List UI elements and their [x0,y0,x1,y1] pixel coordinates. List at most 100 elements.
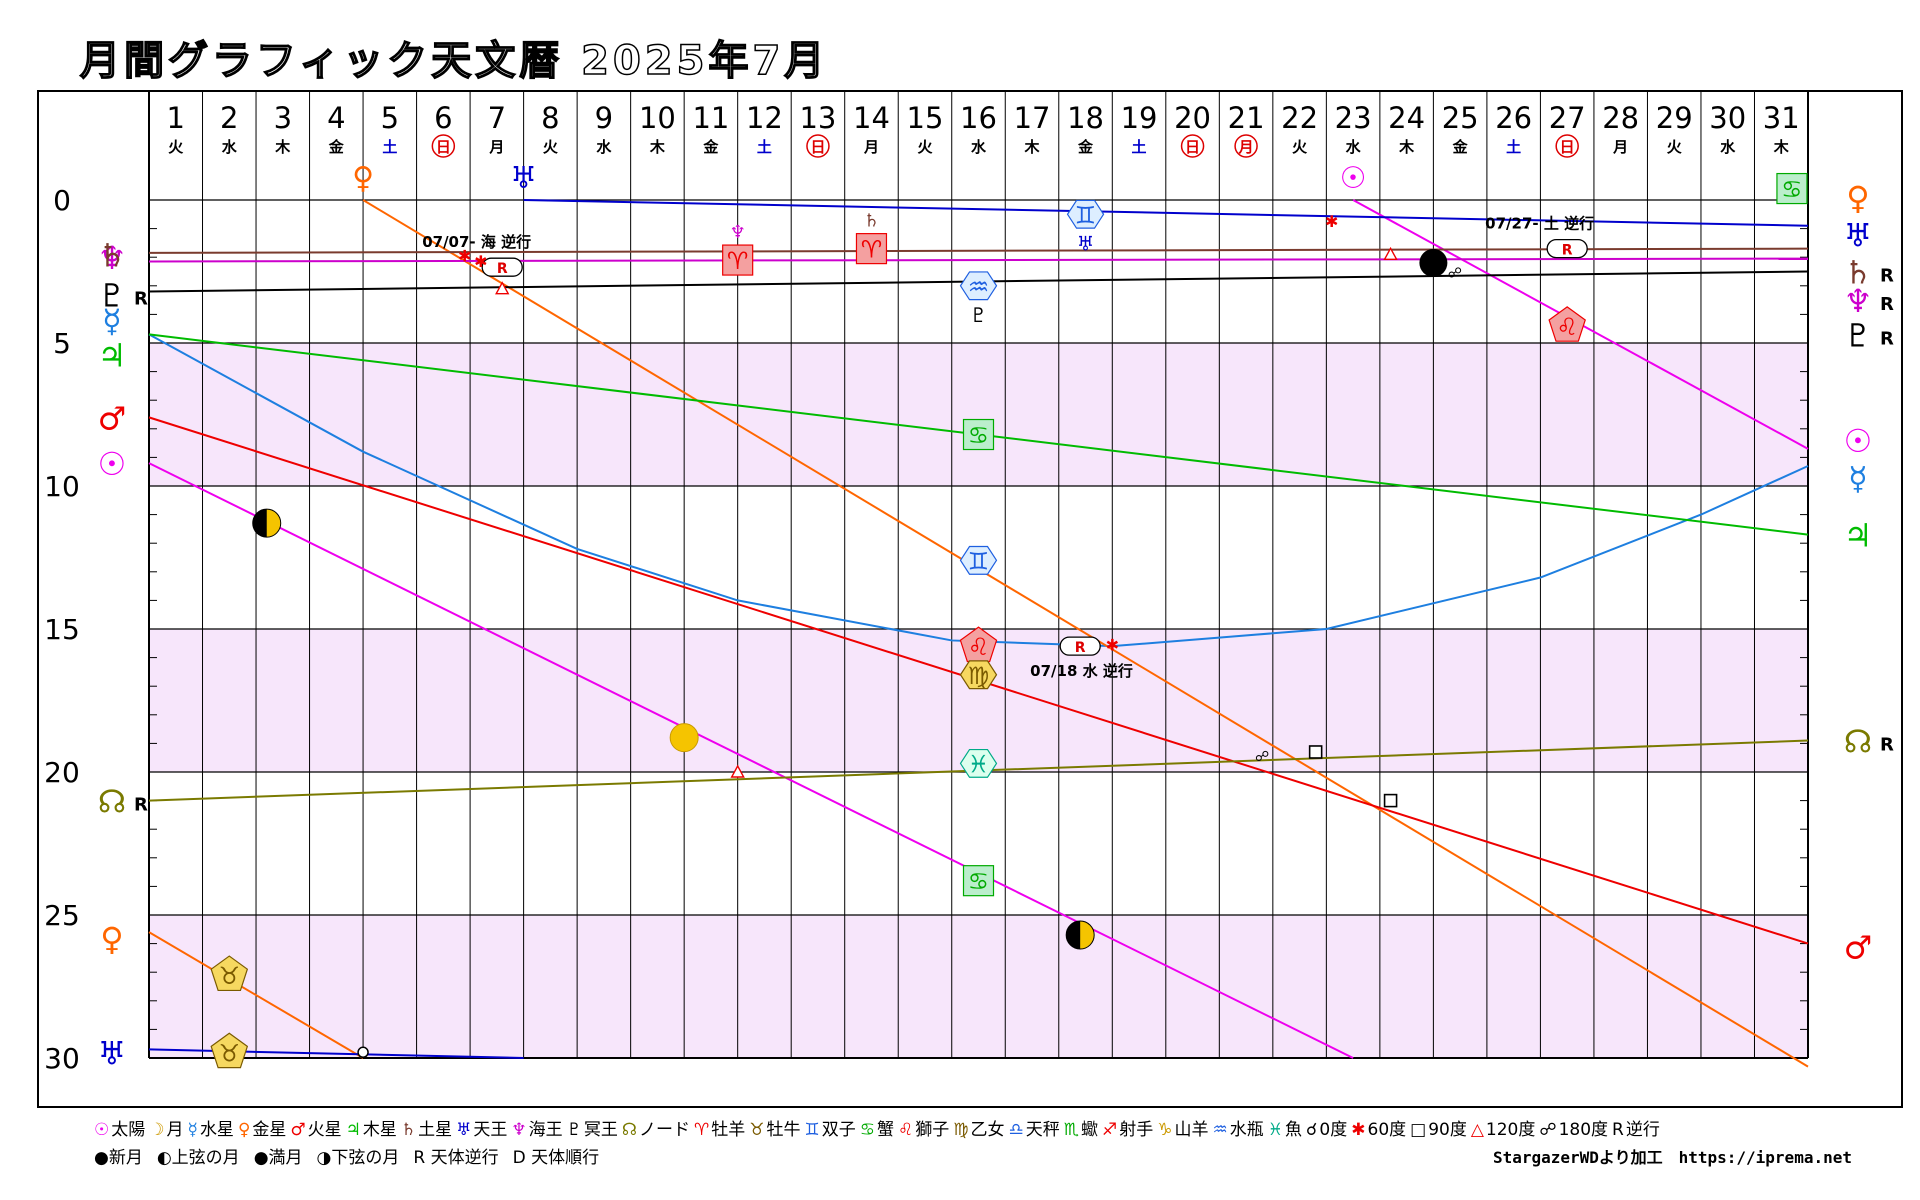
legend-label: 水星 [199,1120,234,1140]
sign-marker-planet: ♇ [970,303,988,327]
legend-item: ☊ ノード [622,1120,692,1140]
sign-marker-symbol: ♌ [968,633,990,661]
legend-symbol: ☌ [1306,1120,1318,1140]
right-planet-label: ♅ [1844,216,1873,254]
legend-symbol: ♑ [1157,1120,1173,1140]
right-retro-mark: R [1880,328,1894,349]
legend-item: ♒ 水瓶 [1213,1120,1266,1140]
x-day-label: 12 [746,101,783,135]
legend-symbol: ♒ [1212,1120,1228,1140]
x-weekday-label: 日 [810,138,825,156]
x-weekday-label: 水 [1720,138,1736,156]
x-day-label: 18 [1067,101,1104,135]
legend-item: ♎ 天秤 [1009,1120,1062,1140]
retro-marker-pill [1546,238,1588,259]
holiday-circle [431,134,456,158]
legend-item: ♍ 乙女 [953,1120,1006,1140]
retro-marker-letter: R [497,261,508,277]
legend-label: 火星 [307,1120,342,1140]
sign-marker-symbol: ♒ [968,273,990,301]
right-planet-label: ☊ [1844,723,1872,761]
legend-item: ♓ 魚 [1268,1120,1304,1140]
left-retro-mark: R [134,288,148,309]
legend-label: 射手 [1119,1120,1154,1140]
x-weekday-label: 水 [971,138,987,156]
right-planet-label: ♃ [1844,517,1873,555]
legend-phase-item: R 天体逆行 [413,1148,499,1168]
sign-marker-box [1066,199,1105,229]
chart-frame [37,90,1903,1108]
left-planet-label: ♃ [98,336,127,374]
quarter-moon-shadow [252,509,267,538]
aspect-120 [495,281,510,295]
sign-marker: ♌ [959,626,998,663]
legend-symbol: ♋ [859,1120,875,1140]
legend-symbol: ♄ [400,1120,417,1140]
x-weekday-label: 土 [757,138,772,156]
moon-phase-新月 [1419,248,1448,277]
aspect-180: ☍ [1255,749,1269,765]
x-weekday-label: 木 [649,138,666,156]
legend-label: 金星 [252,1120,287,1140]
x-day-label: 24 [1388,101,1425,135]
legend-symbol: ✱ [1351,1120,1366,1140]
full-moon-icon [669,723,699,753]
legend-label: 水瓶 [1229,1120,1264,1140]
y-tick-label: 10 [44,470,80,503]
left-planet-label: ☊ [98,783,126,821]
right-planet-label: ♇ [1844,316,1873,354]
x-weekday-label: 水 [1346,138,1362,156]
left-planet-label: ♅ [98,1034,127,1072]
x-day-label: 28 [1602,101,1639,135]
sign-marker-box [959,545,998,575]
sign-marker: ♉ [210,955,249,992]
series-line-金星 [148,931,364,1059]
sign-marker-box [962,418,995,451]
legend-phase-item: ●満月 [253,1148,303,1168]
sign-marker: ♋ [962,865,995,897]
legend: ☉ 太陽 ☽ 月 ☿ 水星 ♀ 金星 ♂ 火星 ♃ 木星 ♄ 土星 ♅ 天王 ♆ 海王 ♇ 冥王 ☊ ノード ♈ 牡羊 ♉ 牡牛 ♊… [94,1116,1854,1172]
legend-symbol: ♍ [953,1120,969,1140]
right-retro-mark: R [1880,294,1894,315]
retro-marker-letter: R [1075,640,1086,656]
x-day-label: 22 [1281,101,1318,135]
x-day-label: 3 [274,101,292,135]
aspect-60: ✱ [458,246,471,265]
sign-marker-symbol: ♈ [727,247,749,275]
legend-label: 太陽 [111,1120,146,1140]
legend-symbol: ☉ [94,1120,110,1140]
series-line-水星 [148,333,1809,648]
x-day-label: 31 [1763,101,1800,135]
legend-label: 木星 [362,1120,397,1140]
right-planet-label: ♂ [1844,928,1873,966]
x-weekday-label: 火 [168,138,184,156]
legend-label: 90度 [1428,1120,1467,1140]
x-weekday-label: 土 [1506,138,1521,156]
legend-phase-item: ●新月 [94,1148,143,1168]
sign-marker-symbol: ♊ [1075,201,1097,229]
x-weekday-label: 土 [1132,138,1147,156]
holiday-circle [806,134,830,158]
legend-item: ♌ 獅子 [898,1120,951,1140]
legend-label: 逆行 [1625,1120,1660,1140]
retro-marker-label: 07/18 水 逆行 [1030,662,1133,680]
right-retro-mark: R [1880,266,1894,287]
legend-item: ♉ 牡牛 [749,1120,802,1140]
x-weekday-label: 木 [1024,138,1041,156]
legend-label: 双子 [821,1120,856,1140]
sign-marker-planet: ♅ [1077,231,1095,255]
retro-marker-pill [1059,636,1101,656]
legend-item: ☽ 月 [149,1120,185,1140]
x-weekday-label: 日 [1560,138,1575,156]
legend-label: 牡牛 [766,1120,801,1140]
legend-label: 蟹 [877,1120,894,1140]
right-planet-label: ♆ [1844,282,1873,320]
retro-marker-label: 07/07- 海 逆行 [422,233,531,251]
x-day-label: 25 [1442,101,1479,135]
legend-item: ♑ 山羊 [1157,1120,1210,1140]
sign-marker: ♒♇ [959,271,998,327]
x-day-label: 15 [907,101,944,135]
x-day-label: 1 [167,101,185,135]
sign-marker: ♋ [962,418,995,451]
sign-marker-box [962,865,995,897]
